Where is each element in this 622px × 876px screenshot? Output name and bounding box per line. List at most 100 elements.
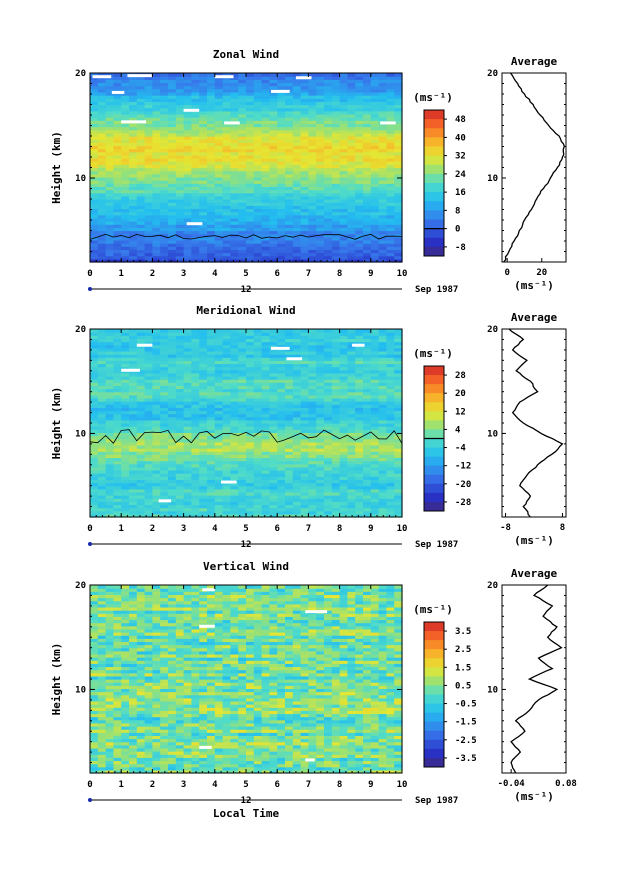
missing-data xyxy=(127,74,152,77)
missing-data xyxy=(187,222,203,225)
colorbar-tick-label: -8 xyxy=(455,243,466,253)
panel-title: Meridional Wind xyxy=(196,304,295,317)
heatmap-cell xyxy=(238,73,246,77)
colorbar-swatch xyxy=(424,201,444,211)
heatmap-cell xyxy=(262,329,270,333)
heatmap-cell xyxy=(152,73,160,77)
date-axis-marker xyxy=(88,287,92,291)
colorbar-swatch xyxy=(424,238,444,248)
heatmap-cell xyxy=(340,73,348,77)
heatmap-cell xyxy=(293,329,301,333)
colorbar-swatch xyxy=(424,128,444,138)
heatmap-cell xyxy=(168,329,176,333)
heatmap-cell xyxy=(316,73,324,77)
heatmap-cell xyxy=(168,73,176,77)
x-tick-label: 8 xyxy=(337,269,342,279)
heatmap-cell xyxy=(191,329,199,333)
heatmap-cell xyxy=(371,73,379,77)
colorbar-swatch xyxy=(424,247,444,257)
colorbar-tick-label: 8 xyxy=(455,206,460,216)
missing-data xyxy=(112,91,124,94)
heatmap-cell xyxy=(246,329,254,333)
missing-data xyxy=(271,90,290,93)
heatmap-cell xyxy=(184,73,192,77)
heatmap-cell xyxy=(355,73,363,77)
heatmap-cell xyxy=(285,329,293,333)
colorbar-swatch xyxy=(424,192,444,202)
profile-x-label: (ms⁻¹) xyxy=(514,279,554,292)
heatmap-cell xyxy=(113,73,121,77)
profile-x-tick-label: 0 xyxy=(504,268,509,278)
heatmap-cell xyxy=(90,329,98,333)
x-tick-label: 3 xyxy=(181,269,186,279)
y-axis-label: Height (km) xyxy=(50,131,63,204)
profile-x-tick-label: 20 xyxy=(536,268,547,278)
heatmap-cell xyxy=(363,73,371,77)
heatmap-cell xyxy=(152,329,160,333)
heatmap-cell xyxy=(129,329,137,333)
heatmap-cell xyxy=(308,73,316,77)
x-tick-label: 9 xyxy=(368,269,373,279)
heatmap-cell xyxy=(324,73,332,77)
heatmap-cell xyxy=(262,73,270,77)
heatmap-cell xyxy=(347,73,355,77)
colorbar-swatch xyxy=(424,210,444,220)
missing-data xyxy=(215,75,234,78)
heatmap-cell xyxy=(269,73,277,77)
heatmap-cell xyxy=(160,73,168,77)
heatmap-cell xyxy=(246,73,254,77)
heatmap-cell xyxy=(121,329,129,333)
colorbar-swatch xyxy=(424,137,444,147)
heatmap-cell xyxy=(277,329,285,333)
heatmap-cell xyxy=(230,329,238,333)
heatmap-cell xyxy=(160,329,168,333)
heatmap-cell xyxy=(199,329,207,333)
colorbar-tick-label: 0 xyxy=(455,225,460,235)
colorbar-tick-label: 32 xyxy=(455,152,466,162)
colorbar-swatch xyxy=(424,183,444,193)
profile-line xyxy=(504,73,565,262)
date-marker-label: 12 xyxy=(241,285,252,295)
heatmap-cell xyxy=(137,329,145,333)
x-tick-label: 1 xyxy=(118,269,123,279)
colorbar-tick-label: 48 xyxy=(455,115,466,125)
profile-frame xyxy=(502,73,566,262)
heatmap-cell xyxy=(176,329,184,333)
heatmap-cell xyxy=(98,329,106,333)
heatmap-cell xyxy=(394,73,402,77)
colorbar-unit: (ms⁻¹) xyxy=(413,91,453,104)
date-label: Sep 1987 xyxy=(415,285,458,295)
heatmap-cell xyxy=(207,73,215,77)
colorbar-tick-label: 24 xyxy=(455,170,466,180)
colorbar-swatch xyxy=(424,165,444,175)
heatmap-cell xyxy=(176,73,184,77)
missing-data xyxy=(92,75,111,78)
profile-y-tick-label: 10 xyxy=(487,174,498,184)
x-tick-label: 2 xyxy=(150,269,155,279)
panel-title: Zonal Wind xyxy=(213,48,279,61)
profile-title: Average xyxy=(511,55,558,68)
heatmap-cell xyxy=(191,73,199,77)
colorbar-swatch xyxy=(424,147,444,157)
missing-data xyxy=(121,120,146,123)
heatmap-cell xyxy=(293,73,301,77)
heatmap-cell xyxy=(215,329,223,333)
missing-data xyxy=(380,121,396,124)
x-tick-label: 5 xyxy=(243,269,248,279)
heatmap-cell xyxy=(238,329,246,333)
heatmap-cell xyxy=(184,329,192,333)
colorbar-swatch xyxy=(424,156,444,166)
heatmap-cell xyxy=(207,329,215,333)
x-tick-label: 7 xyxy=(306,269,311,279)
heatmap-cell xyxy=(199,73,207,77)
colorbar-swatch xyxy=(424,174,444,184)
colorbar-swatch xyxy=(424,229,444,239)
x-tick-label: 6 xyxy=(274,269,279,279)
colorbar-swatch xyxy=(424,110,444,120)
heatmap-cell xyxy=(145,329,153,333)
colorbar-swatch xyxy=(424,220,444,230)
